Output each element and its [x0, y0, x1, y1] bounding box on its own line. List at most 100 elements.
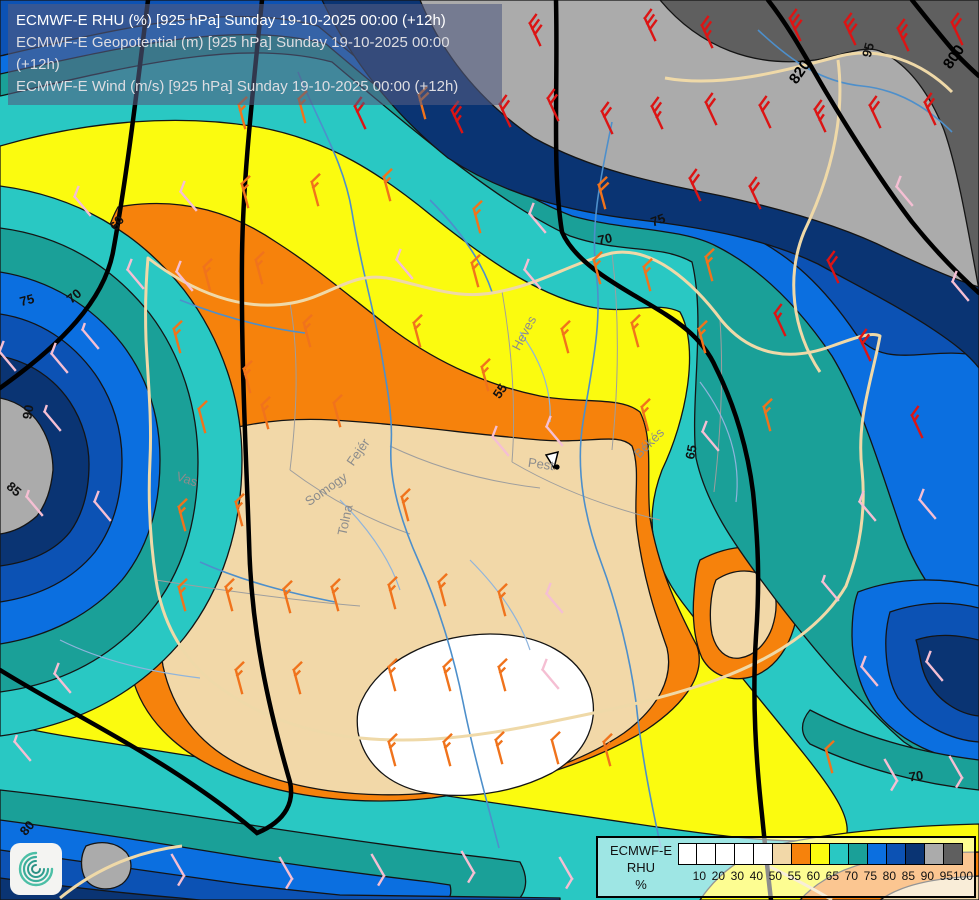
wind-barb	[72, 185, 92, 217]
wind-barb	[450, 100, 464, 134]
wind-barb	[177, 577, 188, 612]
wind-barb	[282, 579, 293, 614]
wind-barb	[826, 250, 840, 284]
wind-barb	[125, 258, 145, 290]
wind-barb	[387, 657, 398, 692]
legend-box-65	[811, 843, 830, 865]
wind-barb	[202, 257, 213, 292]
wind-barb	[522, 258, 542, 290]
legend-color-boxes	[678, 843, 963, 865]
legend-tick-60: 60	[806, 869, 820, 883]
wind-barb	[437, 572, 448, 607]
legend-box-30	[716, 843, 735, 865]
wind-barb	[12, 734, 32, 762]
title-line-geopotential: ECMWF-E Geopotential (m) [925 hPa] Sunda…	[16, 34, 450, 73]
wind-barb	[650, 96, 664, 130]
county-borders	[155, 252, 723, 607]
wind-barb	[497, 582, 508, 617]
wind-barb	[788, 8, 803, 42]
legend-box-60	[792, 843, 811, 865]
legend-title-unit: %	[635, 877, 647, 892]
legend-tick-40: 40	[749, 869, 763, 883]
wind-barb	[472, 199, 483, 234]
wind-barb	[843, 12, 858, 46]
wind-barb	[859, 655, 879, 687]
wind-barb	[910, 405, 924, 439]
wind-barb	[600, 101, 614, 135]
rivers	[179, 29, 953, 849]
wind-barb	[92, 490, 112, 522]
wind-barb	[748, 176, 762, 210]
rh-color-legend: ECMWF-E RHU % 10 20 30 40 50 55 60 65 70 75 80 85 90…	[596, 836, 976, 898]
provider-logo	[10, 843, 62, 895]
wind-barb	[42, 404, 62, 432]
wind-barb	[592, 250, 603, 285]
wind-barb	[170, 853, 186, 887]
wind-barb	[310, 172, 321, 207]
wind-barb	[923, 92, 937, 126]
wind-barb	[330, 577, 341, 612]
legend-title: ECMWF-E RHU %	[606, 842, 676, 893]
spiral-logo-icon	[18, 851, 54, 887]
legend-box-40	[735, 843, 754, 865]
legend-box-90	[906, 843, 925, 865]
geo-line-trough	[0, 0, 294, 836]
wind-barb	[762, 397, 773, 432]
wind-barb	[544, 582, 564, 614]
wind-barb	[52, 662, 72, 694]
title-block: ECMWF-E RHU (%) [925 hPa] Sunday 19-10-2…	[8, 4, 502, 105]
region-seagreen70-se-band	[801, 709, 979, 791]
wind-barb	[442, 657, 453, 692]
wind-barb	[234, 660, 245, 695]
wind-barb	[700, 420, 720, 452]
legend-tick-75: 75	[863, 869, 877, 883]
wind-barb	[528, 13, 543, 47]
city-marker	[544, 450, 560, 470]
wind-barb	[640, 397, 651, 432]
wind-barb	[602, 732, 613, 767]
wind-barb	[387, 732, 398, 767]
wind-barb	[0, 340, 17, 372]
legend-box-95	[925, 843, 944, 865]
wind-barb	[497, 657, 508, 692]
wind-barb	[558, 856, 574, 890]
legend-box-85	[887, 843, 906, 865]
wind-barb	[894, 175, 914, 207]
legend-box-70	[830, 843, 849, 865]
wind-barb	[773, 303, 787, 337]
wind-barb	[480, 357, 491, 392]
wind-barb	[883, 758, 899, 792]
wind-barb	[494, 730, 505, 765]
legend-tick-65: 65	[825, 869, 839, 883]
wind-barb	[490, 425, 510, 457]
wind-barb	[597, 175, 610, 210]
wind-barb	[857, 490, 877, 522]
wind-barb	[868, 95, 882, 129]
region-white-core	[356, 633, 594, 797]
legend-box-50	[754, 843, 773, 865]
wind-barb	[278, 856, 294, 890]
wind-barb	[382, 167, 393, 202]
legend-title-model: ECMWF-E	[609, 843, 673, 858]
wind-barb	[642, 257, 653, 292]
wind-barb	[550, 730, 561, 765]
wind-barbs-layer	[0, 8, 970, 890]
legend-box-75	[849, 843, 868, 865]
legend-tick-90: 90	[920, 869, 934, 883]
wind-barb	[527, 202, 547, 234]
wind-barb	[813, 99, 827, 133]
wind-barb	[950, 270, 970, 302]
wind-barb	[858, 328, 872, 362]
wind-barb	[332, 393, 343, 428]
rivers-minor	[59, 331, 738, 679]
wind-barb	[178, 180, 198, 212]
wind-barb	[197, 399, 208, 434]
wind-barb	[824, 739, 835, 774]
wind-barb	[948, 755, 964, 789]
wind-barb	[950, 12, 964, 46]
wind-barb	[697, 319, 708, 354]
legend-tick-95: 95	[939, 869, 953, 883]
rh-contour-label: 70	[596, 230, 614, 248]
wind-barb	[704, 247, 715, 282]
geo-line-800-ne	[909, 0, 979, 79]
